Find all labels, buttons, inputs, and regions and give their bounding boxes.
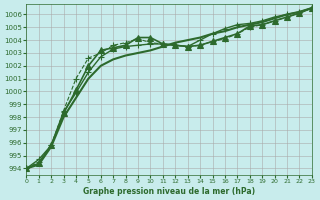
X-axis label: Graphe pression niveau de la mer (hPa): Graphe pression niveau de la mer (hPa) — [83, 187, 255, 196]
